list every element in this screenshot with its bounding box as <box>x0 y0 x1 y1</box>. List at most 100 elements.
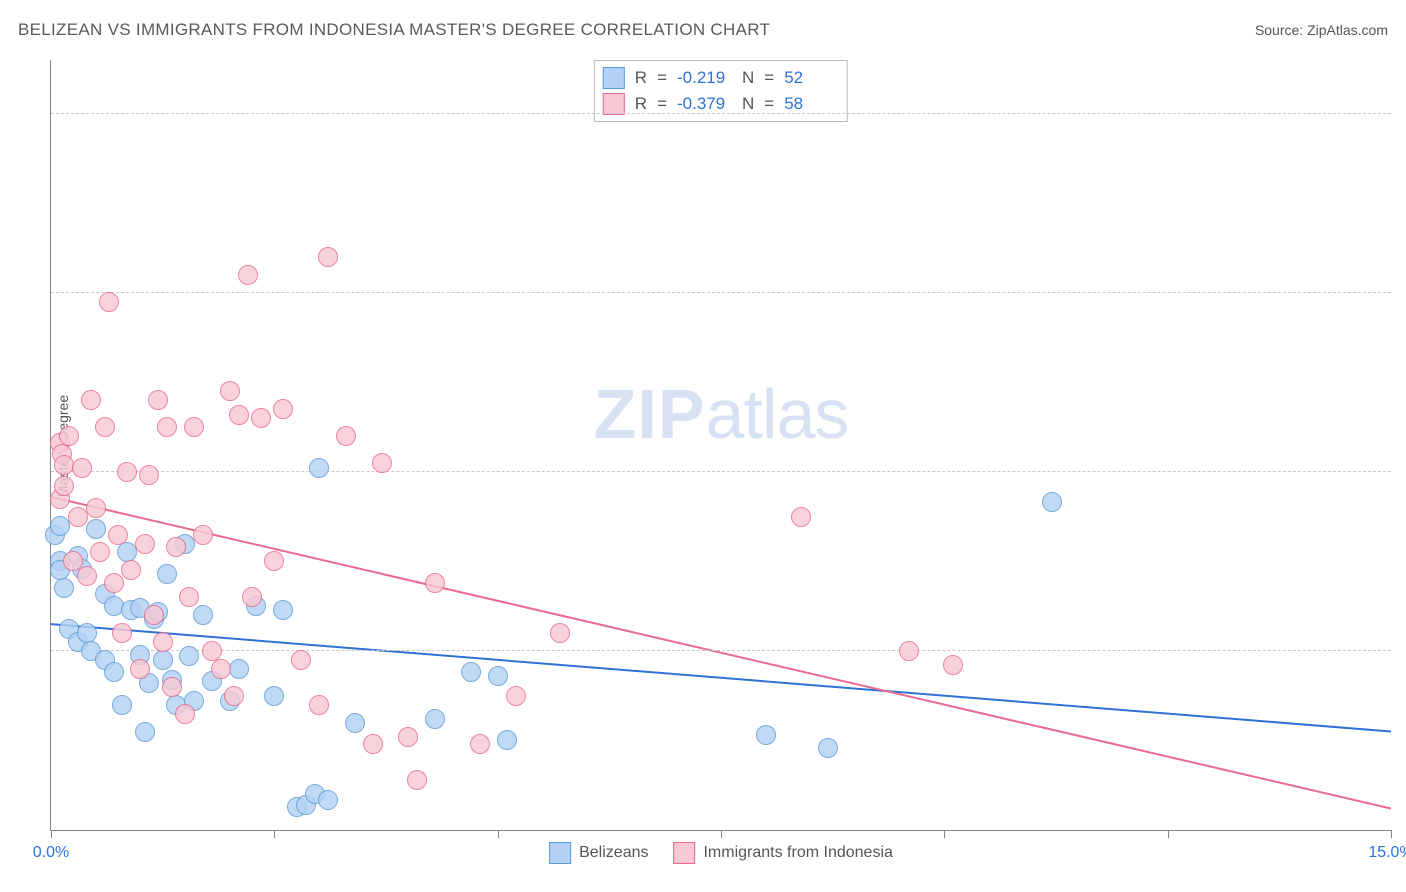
data-point-series-1 <box>818 738 838 758</box>
gridline <box>51 113 1391 114</box>
source-attribution: Source: ZipAtlas.com <box>1255 22 1388 38</box>
gridline <box>51 292 1391 293</box>
data-point-series-2 <box>550 623 570 643</box>
data-point-series-2 <box>175 704 195 724</box>
data-point-series-2 <box>144 605 164 625</box>
data-point-series-2 <box>135 534 155 554</box>
data-point-series-2 <box>86 498 106 518</box>
data-point-series-2 <box>162 677 182 697</box>
data-point-series-2 <box>104 573 124 593</box>
data-point-series-1 <box>135 722 155 742</box>
data-point-series-2 <box>117 462 137 482</box>
data-point-series-1 <box>117 542 137 562</box>
swatch-series-1 <box>549 842 571 864</box>
data-point-series-2 <box>139 465 159 485</box>
data-point-series-2 <box>425 573 445 593</box>
x-tick <box>51 830 52 838</box>
data-point-series-1 <box>77 623 97 643</box>
n-label: N <box>742 68 754 88</box>
data-point-series-2 <box>220 381 240 401</box>
watermark: ZIPatlas <box>594 374 849 454</box>
y-tick-label: 10.0% <box>1396 642 1406 660</box>
swatch-series-1 <box>603 67 625 89</box>
data-point-series-2 <box>130 659 150 679</box>
x-tick <box>274 830 275 838</box>
data-point-series-1 <box>309 458 329 478</box>
x-tick <box>498 830 499 838</box>
data-point-series-2 <box>229 405 249 425</box>
n-label: N <box>742 94 754 114</box>
data-point-series-2 <box>251 408 271 428</box>
x-tick <box>1391 830 1392 838</box>
data-point-series-1 <box>104 596 124 616</box>
data-point-series-1 <box>179 646 199 666</box>
data-point-series-2 <box>90 542 110 562</box>
data-point-series-1 <box>50 516 70 536</box>
scatter-plot-area: ZIPatlas R = -0.219 N = 52 R = -0.379 N … <box>50 60 1391 831</box>
data-point-series-1 <box>318 790 338 810</box>
swatch-series-2 <box>673 842 695 864</box>
x-tick-label: 15.0% <box>1368 844 1406 862</box>
gridline <box>51 471 1391 472</box>
data-point-series-2 <box>81 390 101 410</box>
data-point-series-1 <box>157 564 177 584</box>
n-value-2: 58 <box>784 94 839 114</box>
data-point-series-1 <box>497 730 517 750</box>
trend-line <box>51 497 1391 809</box>
chart-title: BELIZEAN VS IMMIGRANTS FROM INDONESIA MA… <box>18 20 770 40</box>
data-point-series-2 <box>309 695 329 715</box>
data-point-series-2 <box>291 650 311 670</box>
y-tick-label: 20.0% <box>1396 463 1406 481</box>
data-point-series-2 <box>54 455 74 475</box>
data-point-series-1 <box>488 666 508 686</box>
legend-item-2: Immigrants from Indonesia <box>673 842 892 864</box>
data-point-series-2 <box>791 507 811 527</box>
legend-label-2: Immigrants from Indonesia <box>703 844 892 862</box>
data-point-series-1 <box>104 662 124 682</box>
y-tick-label: 40.0% <box>1396 105 1406 123</box>
data-point-series-2 <box>153 632 173 652</box>
trendlines-svg <box>51 60 1391 830</box>
data-point-series-1 <box>345 713 365 733</box>
stats-row-series-1: R = -0.219 N = 52 <box>603 65 839 91</box>
data-point-series-2 <box>224 686 244 706</box>
data-point-series-1 <box>229 659 249 679</box>
data-point-series-1 <box>273 600 293 620</box>
data-point-series-2 <box>59 426 79 446</box>
data-point-series-2 <box>318 247 338 267</box>
data-point-series-1 <box>461 662 481 682</box>
data-point-series-2 <box>398 727 418 747</box>
data-point-series-1 <box>1042 492 1062 512</box>
trend-line <box>51 624 1391 731</box>
data-point-series-2 <box>238 265 258 285</box>
data-point-series-2 <box>943 655 963 675</box>
watermark-atlas: atlas <box>706 375 849 453</box>
data-point-series-2 <box>179 587 199 607</box>
x-tick <box>944 830 945 838</box>
r-value-2: -0.379 <box>677 94 732 114</box>
data-point-series-2 <box>99 292 119 312</box>
data-point-series-1 <box>425 709 445 729</box>
data-point-series-2 <box>166 537 186 557</box>
y-tick-label: 30.0% <box>1396 284 1406 302</box>
data-point-series-2 <box>372 453 392 473</box>
equals-sign: = <box>657 94 667 114</box>
data-point-series-2 <box>193 525 213 545</box>
swatch-series-2 <box>603 93 625 115</box>
gridline <box>51 650 1391 651</box>
data-point-series-2 <box>77 566 97 586</box>
data-point-series-2 <box>148 390 168 410</box>
data-point-series-2 <box>470 734 490 754</box>
data-point-series-2 <box>95 417 115 437</box>
data-point-series-2 <box>336 426 356 446</box>
data-point-series-1 <box>264 686 284 706</box>
r-value-1: -0.219 <box>677 68 732 88</box>
data-point-series-2 <box>72 458 92 478</box>
x-tick <box>1168 830 1169 838</box>
data-point-series-2 <box>184 417 204 437</box>
data-point-series-2 <box>273 399 293 419</box>
data-point-series-2 <box>54 476 74 496</box>
data-point-series-2 <box>68 507 88 527</box>
data-point-series-2 <box>157 417 177 437</box>
equals-sign: = <box>657 68 667 88</box>
